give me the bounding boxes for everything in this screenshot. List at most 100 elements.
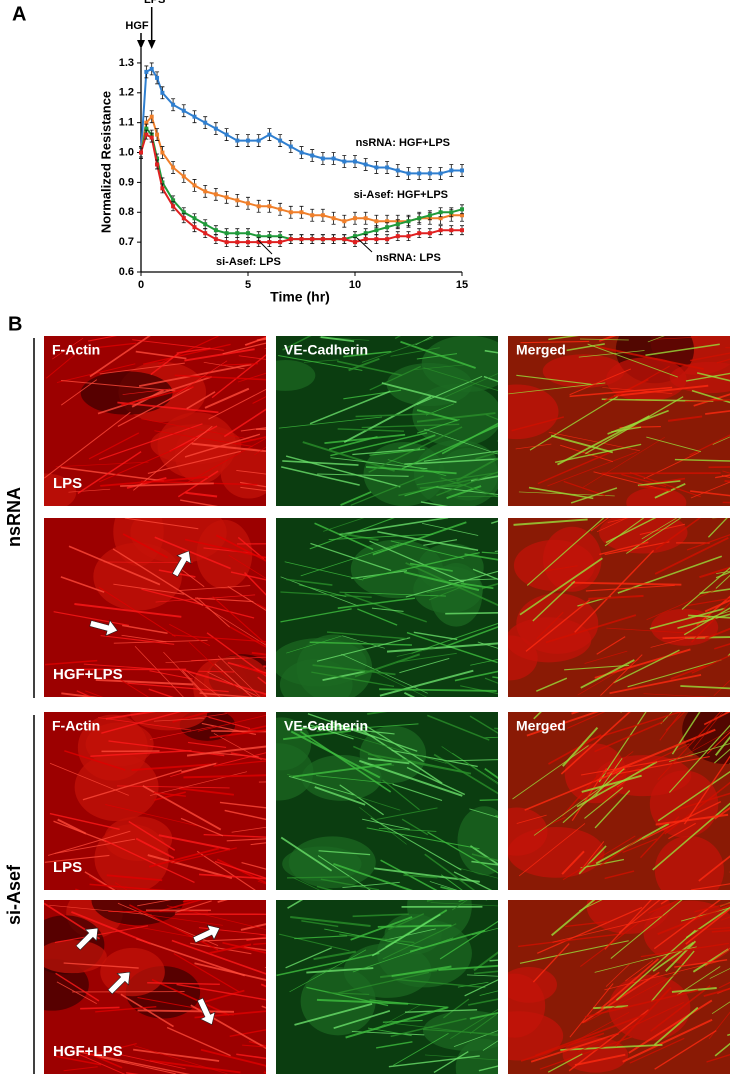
fiber xyxy=(214,860,266,879)
fiber xyxy=(600,654,643,696)
fiber xyxy=(55,461,149,468)
y-tick-label: 0.7 xyxy=(119,236,134,248)
fiber xyxy=(646,589,717,621)
fiber xyxy=(180,817,224,837)
fiber xyxy=(470,658,498,666)
fiber xyxy=(478,1065,498,1072)
data-point xyxy=(299,237,304,242)
fiber xyxy=(88,432,140,460)
fiber xyxy=(186,391,216,410)
fiber xyxy=(536,906,643,954)
fiber xyxy=(622,838,658,853)
fiber xyxy=(456,867,498,879)
cell-body xyxy=(276,743,314,801)
fiber xyxy=(113,583,185,595)
fiber xyxy=(699,566,730,579)
fiber xyxy=(166,1026,231,1057)
data-point xyxy=(331,156,336,161)
fiber xyxy=(615,929,696,1001)
data-point xyxy=(155,132,160,137)
fiber xyxy=(46,354,76,379)
fiber xyxy=(729,763,730,765)
data-point xyxy=(353,216,357,221)
fiber xyxy=(134,1045,228,1074)
fiber xyxy=(404,485,439,497)
data-point xyxy=(288,210,293,215)
y-axis-title: Normalized Resistance xyxy=(98,91,113,233)
fiber xyxy=(577,658,640,696)
fiber xyxy=(535,1013,648,1057)
fiber xyxy=(433,753,498,795)
cell-body xyxy=(508,617,592,663)
fiber xyxy=(604,961,719,991)
fiber xyxy=(704,627,730,640)
fiber xyxy=(316,885,334,890)
fiber xyxy=(209,729,266,739)
fiber xyxy=(724,712,730,714)
fiber xyxy=(578,350,645,358)
fiber xyxy=(63,1066,98,1072)
fiber xyxy=(516,374,592,385)
fiber xyxy=(176,983,266,1001)
data-point xyxy=(438,171,443,176)
fiber xyxy=(219,801,266,809)
fiber xyxy=(706,1053,730,1063)
fiber xyxy=(213,752,266,767)
fiber xyxy=(60,379,98,406)
fiber xyxy=(153,791,186,797)
data-point xyxy=(213,192,218,197)
data-point xyxy=(460,213,464,218)
fiber xyxy=(350,916,413,941)
fiber xyxy=(529,395,618,451)
data-point xyxy=(171,204,176,209)
fiber xyxy=(580,338,629,341)
fiber xyxy=(366,827,480,850)
fiber xyxy=(352,448,421,456)
fiber xyxy=(639,523,686,535)
fiber xyxy=(281,466,360,486)
data-point xyxy=(438,216,443,221)
fiber xyxy=(60,576,105,593)
fiber xyxy=(568,1009,650,1072)
fiber xyxy=(677,613,730,629)
fiber xyxy=(401,758,466,773)
fiber xyxy=(105,804,198,827)
fiber xyxy=(662,635,710,640)
data-point xyxy=(144,126,149,131)
series-line xyxy=(140,114,462,223)
fiber xyxy=(569,368,632,396)
fiber xyxy=(287,876,351,879)
fiber xyxy=(117,401,219,414)
fiber xyxy=(147,450,241,474)
fiber xyxy=(166,905,266,930)
data-point xyxy=(139,150,143,155)
fiber xyxy=(243,946,266,951)
fiber xyxy=(648,900,682,914)
fiber xyxy=(585,584,675,592)
fiber xyxy=(388,913,425,931)
data-point xyxy=(256,138,261,143)
row-label: HGF+LPS xyxy=(53,666,123,683)
fiber xyxy=(238,355,266,360)
fiber xyxy=(359,759,463,797)
fiber xyxy=(81,342,137,350)
micrograph xyxy=(508,336,730,506)
fiber xyxy=(420,501,449,506)
data-point xyxy=(374,165,379,170)
fiber xyxy=(333,1010,391,1030)
data-point xyxy=(460,168,464,173)
fiber xyxy=(320,336,355,343)
fiber xyxy=(694,902,730,913)
fiber xyxy=(708,466,730,469)
fiber xyxy=(645,343,720,356)
fiber xyxy=(289,949,367,993)
fiber xyxy=(571,767,608,822)
micrograph xyxy=(276,518,498,697)
fiber xyxy=(569,983,614,1038)
fiber xyxy=(286,635,342,654)
fiber xyxy=(345,1006,448,1039)
fiber xyxy=(628,999,713,1054)
panel-label: A xyxy=(12,3,26,25)
fiber xyxy=(280,576,359,607)
column-label: Merged xyxy=(516,342,566,358)
